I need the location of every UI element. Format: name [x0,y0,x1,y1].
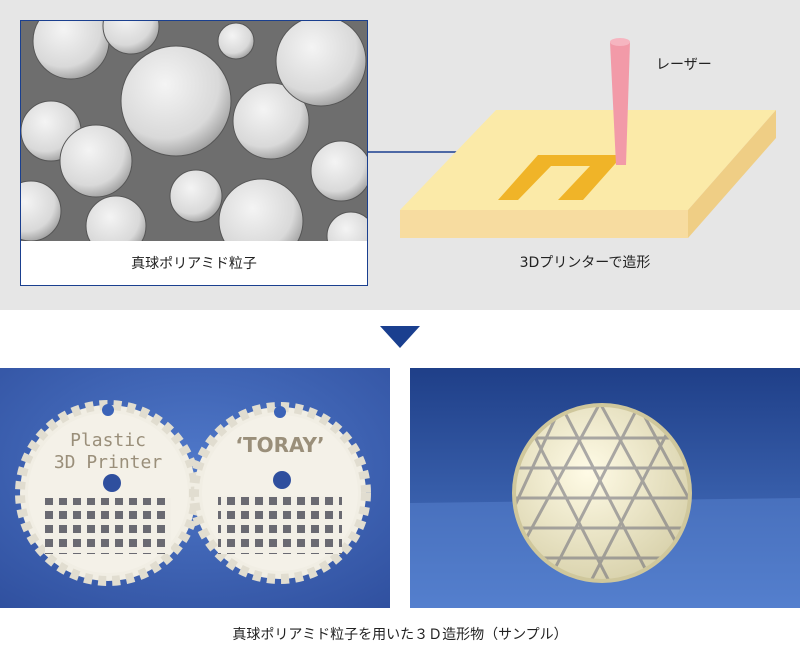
particle-micrograph-box: 真球ポリアミド粒子 [20,20,368,286]
lattice-sphere-image [410,368,800,608]
sphere-sample-photo [410,368,800,608]
printer-bed-side [688,110,776,238]
gear-text-line1: Plastic [70,430,146,451]
printer-bed-front [400,210,688,238]
laser-label: レーザー [656,57,712,73]
gear2-text: ‘TORAY’ [235,433,324,457]
gear-sample-image: Plastic 3D Printer ‘TORAY’ [0,368,390,608]
gear-text-line2: 3D Printer [54,452,163,473]
printer-diagram [368,38,776,238]
laser-path [498,155,623,200]
gear-sample-photo: Plastic 3D Printer ‘TORAY’ [0,368,390,608]
laser-beam-top [610,38,630,46]
bottom-caption: 真球ポリアミド粒子を用いた３Ｄ造形物（サンプル） [232,627,568,643]
particle-micrograph [21,21,367,241]
micrograph-caption: 真球ポリアミド粒子 [131,256,257,272]
down-arrow-icon [380,326,420,348]
printer-caption: 3Dプリンターで造形 [519,255,651,271]
laser-beam [610,42,630,165]
